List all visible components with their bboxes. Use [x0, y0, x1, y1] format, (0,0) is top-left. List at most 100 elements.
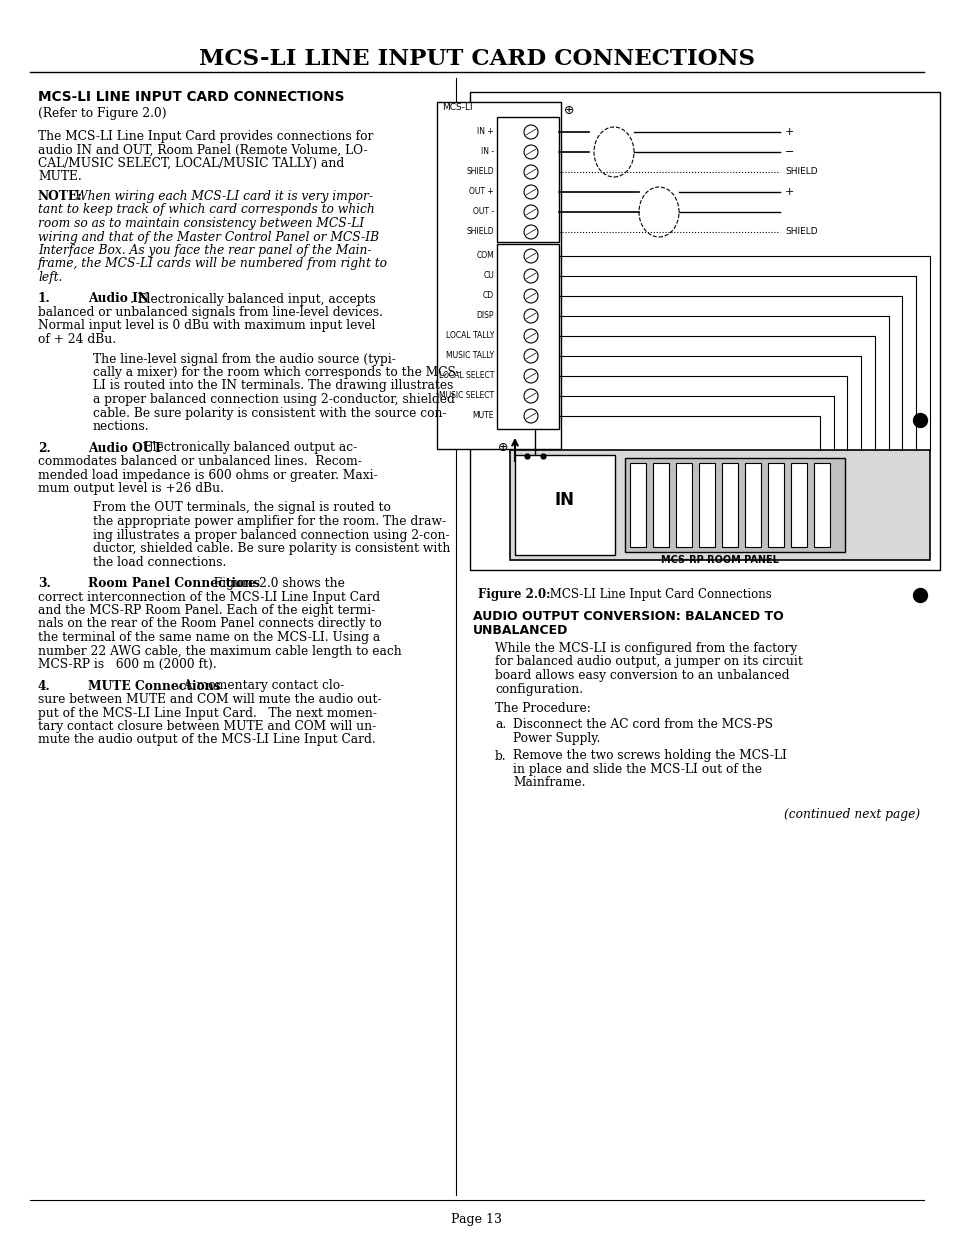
- Text: sure between MUTE and COM will mute the audio out-: sure between MUTE and COM will mute the …: [38, 693, 381, 706]
- Circle shape: [523, 350, 537, 363]
- Text: DISP: DISP: [476, 311, 494, 321]
- Text: The line-level signal from the audio source (typi-: The line-level signal from the audio sou…: [92, 352, 395, 366]
- Text: mum output level is +26 dBu.: mum output level is +26 dBu.: [38, 482, 224, 495]
- Circle shape: [523, 185, 537, 199]
- Text: LOCAL SELECT: LOCAL SELECT: [438, 372, 494, 380]
- Text: MCS-LI Line Input Card Connections: MCS-LI Line Input Card Connections: [545, 588, 771, 601]
- Circle shape: [523, 249, 537, 263]
- Text: SHIELD: SHIELD: [784, 227, 817, 236]
- Circle shape: [523, 409, 537, 424]
- Text: put of the MCS-LI Line Input Card.   The next momen-: put of the MCS-LI Line Input Card. The n…: [38, 706, 376, 720]
- Text: mended load impedance is 600 ohms or greater. Maxi-: mended load impedance is 600 ohms or gre…: [38, 468, 377, 482]
- Text: and the MCS-RP Room Panel. Each of the eight termi-: and the MCS-RP Room Panel. Each of the e…: [38, 604, 375, 618]
- Text: . Electronically balanced input, accepts: . Electronically balanced input, accepts: [130, 293, 375, 305]
- Text: correct interconnection of the MCS-LI Line Input Card: correct interconnection of the MCS-LI Li…: [38, 590, 379, 604]
- Text: board allows easy conversion to an unbalanced: board allows easy conversion to an unbal…: [495, 669, 789, 682]
- Text: nals on the rear of the Room Panel connects directly to: nals on the rear of the Room Panel conne…: [38, 618, 381, 631]
- Text: The MCS-LI Line Input Card provides connections for: The MCS-LI Line Input Card provides conn…: [38, 130, 373, 143]
- Bar: [510, 450, 929, 559]
- Text: . Figure 2.0 shows the: . Figure 2.0 shows the: [206, 577, 345, 590]
- Text: MUTE: MUTE: [472, 411, 494, 420]
- Text: audio IN and OUT, Room Panel (Remote Volume, LO-: audio IN and OUT, Room Panel (Remote Vol…: [38, 143, 367, 157]
- Circle shape: [523, 225, 537, 240]
- Text: commodates balanced or unbalanced lines.  Recom-: commodates balanced or unbalanced lines.…: [38, 454, 361, 468]
- Text: IN -: IN -: [480, 147, 494, 157]
- Text: Disconnect the AC cord from the MCS-PS: Disconnect the AC cord from the MCS-PS: [513, 719, 772, 731]
- Text: MCS-LI LINE INPUT CARD CONNECTIONS: MCS-LI LINE INPUT CARD CONNECTIONS: [38, 90, 344, 104]
- Bar: [497, 245, 558, 429]
- Text: UNBALANCED: UNBALANCED: [473, 624, 568, 637]
- Text: −: −: [784, 147, 794, 157]
- Circle shape: [523, 205, 537, 219]
- Text: nections.: nections.: [92, 420, 150, 433]
- Text: ⊕: ⊕: [563, 104, 574, 117]
- Text: a proper balanced connection using 2-conductor, shielded: a proper balanced connection using 2-con…: [92, 393, 455, 406]
- Text: NOTE:: NOTE:: [38, 190, 83, 203]
- Text: (Refer to Figure 2.0): (Refer to Figure 2.0): [38, 107, 167, 120]
- Text: wiring and that of the Master Control Panel or MCS-IB: wiring and that of the Master Control Pa…: [38, 231, 378, 243]
- Text: +: +: [784, 127, 794, 137]
- Text: cable. Be sure polarity is consistent with the source con-: cable. Be sure polarity is consistent wi…: [92, 406, 446, 420]
- Text: 3.: 3.: [38, 577, 51, 590]
- Bar: [699, 463, 714, 547]
- Circle shape: [523, 289, 537, 303]
- Text: the load connections.: the load connections.: [92, 556, 226, 568]
- Bar: [676, 463, 691, 547]
- Text: mute the audio output of the MCS-LI Line Input Card.: mute the audio output of the MCS-LI Line…: [38, 734, 375, 746]
- Text: Remove the two screws holding the MCS-LI: Remove the two screws holding the MCS-LI: [513, 750, 786, 762]
- Bar: [629, 463, 645, 547]
- Text: Normal input level is 0 dBu with maximum input level: Normal input level is 0 dBu with maximum…: [38, 320, 375, 332]
- Text: a.: a.: [495, 719, 506, 731]
- Text: COM: COM: [476, 252, 494, 261]
- Bar: [744, 463, 760, 547]
- Text: MUTE.: MUTE.: [38, 170, 82, 184]
- Text: tary contact closure between MUTE and COM will un-: tary contact closure between MUTE and CO…: [38, 720, 375, 734]
- Text: Power Supply.: Power Supply.: [513, 732, 599, 745]
- Text: MCS-RP ROOM PANEL: MCS-RP ROOM PANEL: [660, 555, 778, 564]
- Text: ductor, shielded cable. Be sure polarity is consistent with: ductor, shielded cable. Be sure polarity…: [92, 542, 450, 555]
- Text: Mainframe.: Mainframe.: [513, 777, 585, 789]
- Text: for balanced audio output, a jumper on its circuit: for balanced audio output, a jumper on i…: [495, 656, 802, 668]
- Text: MCS-LI: MCS-LI: [441, 103, 472, 112]
- Text: MUTE Connections: MUTE Connections: [88, 679, 220, 693]
- Text: SHIELD: SHIELD: [466, 168, 494, 177]
- Bar: [497, 117, 558, 242]
- Circle shape: [523, 125, 537, 140]
- Text: SHIELD: SHIELD: [466, 227, 494, 236]
- Bar: [515, 454, 615, 555]
- Text: 2.: 2.: [38, 441, 51, 454]
- Text: Page 13: Page 13: [451, 1213, 502, 1226]
- Text: +: +: [784, 186, 794, 198]
- Text: Interface Box. As you face the rear panel of the Main-: Interface Box. As you face the rear pane…: [38, 245, 371, 257]
- Circle shape: [523, 369, 537, 383]
- Bar: [767, 463, 783, 547]
- Text: MCS-RP is   600 m (2000 ft).: MCS-RP is 600 m (2000 ft).: [38, 658, 216, 671]
- Text: LOCAL TALLY: LOCAL TALLY: [445, 331, 494, 341]
- Text: CD: CD: [482, 291, 494, 300]
- Text: the appropriate power amplifier for the room. The draw-: the appropriate power amplifier for the …: [92, 515, 446, 529]
- Text: While the MCS-LI is configured from the factory: While the MCS-LI is configured from the …: [495, 642, 797, 655]
- Text: SHIELD: SHIELD: [784, 168, 817, 177]
- Text: number 22 AWG cable, the maximum cable length to each: number 22 AWG cable, the maximum cable l…: [38, 645, 401, 657]
- Text: in place and slide the MCS-LI out of the: in place and slide the MCS-LI out of the: [513, 763, 761, 776]
- Text: IN +: IN +: [476, 127, 494, 137]
- Bar: [813, 463, 829, 547]
- Text: cally a mixer) for the room which corresponds to the MCS-: cally a mixer) for the room which corres…: [92, 366, 460, 379]
- Circle shape: [523, 329, 537, 343]
- Text: When wiring each MCS-LI card it is very impor-: When wiring each MCS-LI card it is very …: [75, 190, 373, 203]
- Text: b.: b.: [495, 750, 506, 762]
- Text: of + 24 dBu.: of + 24 dBu.: [38, 333, 116, 346]
- Text: CAL/MUSIC SELECT, LOCAL/MUSIC TALLY) and: CAL/MUSIC SELECT, LOCAL/MUSIC TALLY) and: [38, 157, 344, 170]
- Text: . Electronically balanced output ac-: . Electronically balanced output ac-: [136, 441, 356, 454]
- Text: MUSIC TALLY: MUSIC TALLY: [445, 352, 494, 361]
- Text: Figure 2.0:: Figure 2.0:: [477, 588, 550, 601]
- Text: tant to keep track of which card corresponds to which: tant to keep track of which card corresp…: [38, 204, 375, 216]
- Text: Room Panel Connections: Room Panel Connections: [88, 577, 260, 590]
- Bar: [721, 463, 738, 547]
- Bar: [470, 91, 939, 571]
- Text: LI is routed into the IN terminals. The drawing illustrates: LI is routed into the IN terminals. The …: [92, 379, 453, 393]
- Text: MCS-LI LINE INPUT CARD CONNECTIONS: MCS-LI LINE INPUT CARD CONNECTIONS: [199, 48, 754, 70]
- Text: 4.: 4.: [38, 679, 51, 693]
- Circle shape: [523, 309, 537, 324]
- Text: the terminal of the same name on the MCS-LI. Using a: the terminal of the same name on the MCS…: [38, 631, 380, 643]
